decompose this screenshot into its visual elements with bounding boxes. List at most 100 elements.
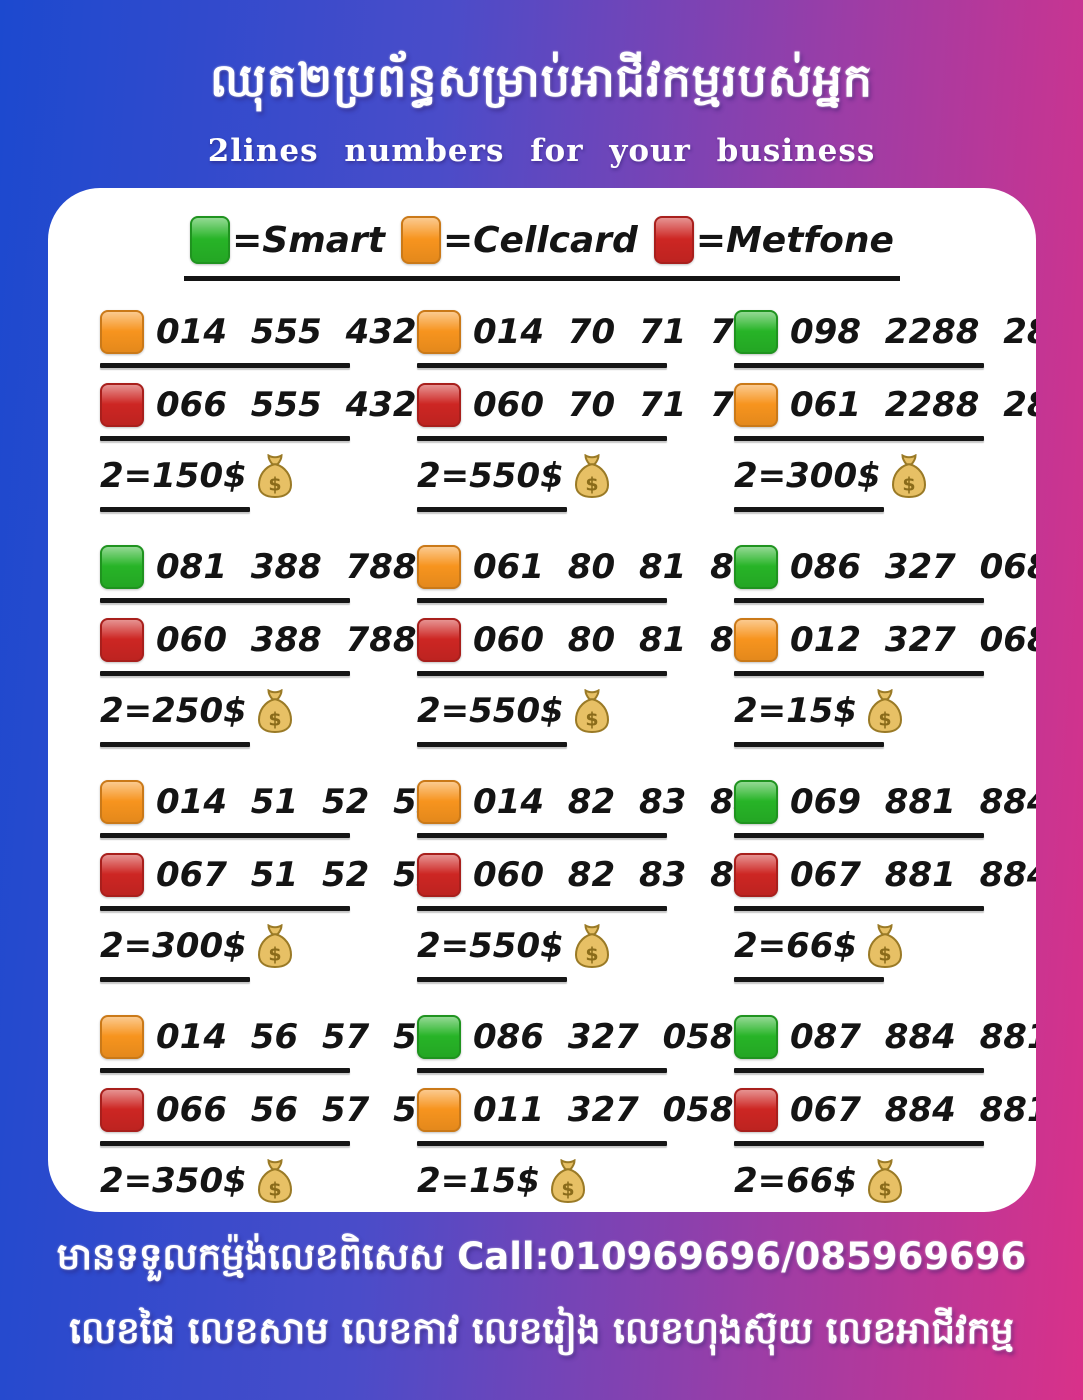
carrier-swatch-icon xyxy=(100,1088,144,1132)
price-row: 2=66$ xyxy=(734,923,984,969)
content-card: =Smart =Cellcard =Metfone 014 555 432 xyxy=(48,188,1036,1212)
number-pair-card: 014 555 432 066 555 432 2=150$ xyxy=(100,307,417,512)
phone-number: 067 884 881 xyxy=(790,1090,1036,1130)
number-row: 081 388 788 xyxy=(100,542,417,592)
phone-number: 086 327 068 xyxy=(790,547,1036,587)
price-row: 2=550$ xyxy=(417,453,667,499)
carrier-swatch-icon xyxy=(417,1015,461,1059)
price-text: 2=150$ xyxy=(100,456,247,496)
divider xyxy=(417,363,667,368)
number-pair-card: 014 82 83 84 060 82 83 84 2=550$ xyxy=(417,777,757,982)
divider xyxy=(734,671,984,676)
phone-number: 087 884 881 xyxy=(790,1017,1036,1057)
number-row: 087 884 881 xyxy=(734,1012,1036,1062)
divider xyxy=(417,906,667,911)
number-row: 067 884 881 xyxy=(734,1085,1036,1135)
divider xyxy=(734,363,984,368)
number-row: 012 327 068 xyxy=(734,615,1036,665)
money-bag-icon xyxy=(868,1159,903,1203)
price-text: 2=66$ xyxy=(734,1161,858,1201)
number-row: 014 56 57 58 xyxy=(100,1012,440,1062)
number-types-line: លេខផៃ លេខសាម លេខកាវ លេខរៀង លេខហុងស៊ុយ លេ… xyxy=(69,1309,1014,1352)
number-pair-card: 069 881 884 067 881 884 2=66$ xyxy=(734,777,1036,982)
divider xyxy=(100,436,350,441)
metfone-swatch-icon xyxy=(653,216,694,264)
carrier-swatch-icon xyxy=(734,780,778,824)
phone-number: 061 2288 28 xyxy=(790,385,1036,425)
number-row: 067 881 884 xyxy=(734,850,1036,900)
money-bag-icon xyxy=(257,924,292,968)
divider xyxy=(100,906,350,911)
phone-number: 061 80 81 82 xyxy=(473,547,758,587)
carrier-swatch-icon xyxy=(417,310,461,354)
money-bag-icon xyxy=(891,454,926,498)
money-bag-icon xyxy=(868,689,903,733)
money-bag-icon xyxy=(574,454,609,498)
phone-number: 081 388 788 xyxy=(156,547,417,587)
price-divider xyxy=(734,507,884,512)
number-row: 069 881 884 xyxy=(734,777,1036,827)
poster-footer: មានទទួលកម្ម៉ង់លេខពិសេស Call:010969696/08… xyxy=(0,1234,1083,1362)
number-row: 060 82 83 84 xyxy=(417,850,757,900)
divider xyxy=(100,1141,350,1146)
price-text: 2=550$ xyxy=(417,926,564,966)
carrier-swatch-icon xyxy=(417,545,461,589)
price-divider xyxy=(734,742,884,747)
divider xyxy=(100,363,350,368)
number-pair-card: 014 51 52 53 067 51 52 53 2=300$ xyxy=(100,777,440,982)
phone-number: 012 327 068 xyxy=(790,620,1036,660)
number-row: 060 70 71 72 xyxy=(417,380,757,430)
price-text: 2=350$ xyxy=(100,1161,247,1201)
phone-number: 014 82 83 84 xyxy=(473,782,758,822)
price-row: 2=300$ xyxy=(100,923,350,969)
price-divider xyxy=(417,977,567,982)
price-row: 2=300$ xyxy=(734,453,984,499)
price-text: 2=15$ xyxy=(417,1161,541,1201)
divider xyxy=(734,906,984,911)
page-title: ឈុត២ប្រព័ន្ធសម្រាប់អាជីវកម្មរបស់អ្នក xyxy=(210,53,873,107)
divider xyxy=(417,1068,667,1073)
number-row: 067 51 52 53 xyxy=(100,850,440,900)
money-bag-icon xyxy=(551,1159,586,1203)
price-text: 2=300$ xyxy=(100,926,247,966)
number-row: 061 2288 28 xyxy=(734,380,1036,430)
page-subtitle: 2lines numbers for your business xyxy=(207,133,876,169)
price-row: 2=150$ xyxy=(100,453,350,499)
phone-number: 060 80 81 82 xyxy=(473,620,758,660)
carrier-swatch-icon xyxy=(734,1015,778,1059)
number-row: 098 2288 28 xyxy=(734,307,1036,357)
price-row: 2=350$ xyxy=(100,1158,350,1204)
number-row: 014 555 432 xyxy=(100,307,417,357)
carrier-swatch-icon xyxy=(734,1088,778,1132)
money-bag-icon xyxy=(868,924,903,968)
number-pair-card: 086 327 058 011 327 058 2=15$ xyxy=(417,1012,734,1212)
carrier-swatch-icon xyxy=(417,618,461,662)
price-divider xyxy=(417,507,567,512)
legend-item-smart: =Smart xyxy=(190,216,385,264)
carrier-swatch-icon xyxy=(734,383,778,427)
price-row: 2=15$ xyxy=(417,1158,667,1204)
carrier-swatch-icon xyxy=(734,310,778,354)
price-divider xyxy=(417,742,567,747)
cellcard-swatch-icon xyxy=(400,216,441,264)
number-row: 061 80 81 82 xyxy=(417,542,757,592)
price-text: 2=550$ xyxy=(417,456,564,496)
carrier-swatch-icon xyxy=(417,780,461,824)
divider xyxy=(734,1141,984,1146)
carrier-swatch-icon xyxy=(100,545,144,589)
phone-number: 066 555 432 xyxy=(156,385,417,425)
price-text: 2=550$ xyxy=(417,691,564,731)
price-row: 2=250$ xyxy=(100,688,350,734)
price-row: 2=550$ xyxy=(417,688,667,734)
carrier-swatch-icon xyxy=(100,1015,144,1059)
price-divider xyxy=(100,742,250,747)
legend-item-metfone: =Metfone xyxy=(653,216,894,264)
poster-header: ឈុត២ប្រព័ន្ធសម្រាប់អាជីវកម្មរបស់អ្នក 2li… xyxy=(0,52,1083,169)
price-text: 2=300$ xyxy=(734,456,881,496)
divider xyxy=(100,598,350,603)
divider xyxy=(734,1068,984,1073)
number-pair-card: 098 2288 28 061 2288 28 2=300$ xyxy=(734,307,1036,512)
number-pair-card: 014 56 57 58 066 56 57 58 2=350$ xyxy=(100,1012,440,1212)
phone-number: 060 82 83 84 xyxy=(473,855,758,895)
divider xyxy=(417,671,667,676)
